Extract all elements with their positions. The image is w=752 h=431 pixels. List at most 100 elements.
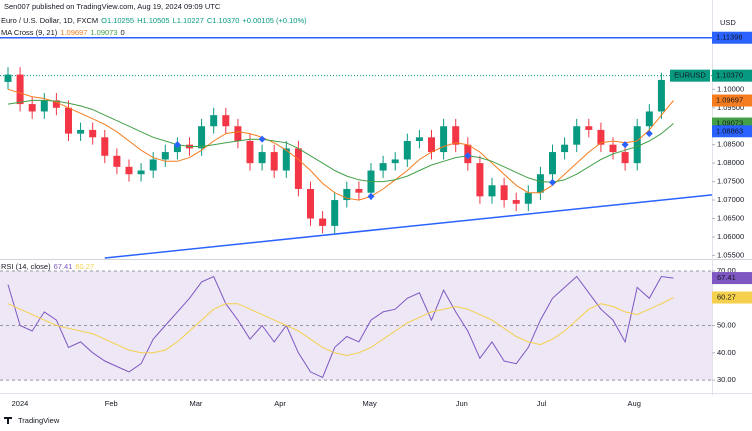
candle-body	[222, 115, 230, 127]
price-label: 1.09073	[716, 119, 743, 128]
ma-cross-marker	[258, 135, 266, 143]
candle-body	[609, 144, 617, 153]
candle-body	[561, 144, 569, 153]
candle-body	[621, 152, 629, 164]
candle-body	[161, 152, 169, 160]
candle-body	[536, 174, 544, 193]
candle-body	[488, 185, 496, 197]
ma-cross-marker	[173, 141, 181, 149]
ohlc-value: C1.10370	[207, 16, 240, 25]
y-tick-label: 1.06500	[717, 213, 744, 222]
symbol-title: Euro / U.S. Dollar, 1D, FXCM	[1, 16, 98, 25]
candle-body	[343, 188, 351, 201]
price-label-box	[712, 125, 752, 138]
candle-body	[379, 163, 387, 171]
indicator-name: RSI (14, close)	[1, 262, 51, 271]
x-tick-label: Jul	[537, 399, 547, 408]
candle-body	[282, 148, 290, 171]
indicator-value: 1.09073	[90, 28, 117, 37]
ma-cross-marker	[621, 141, 629, 149]
candle-body	[452, 126, 460, 145]
candle-body	[549, 152, 557, 175]
candle-body	[89, 129, 97, 138]
price-label: 1.11398	[716, 33, 743, 42]
candle-body	[198, 126, 206, 149]
x-tick-label: Aug	[628, 399, 641, 408]
candle-body	[319, 218, 327, 226]
candle-body	[403, 140, 411, 160]
candle-body	[512, 200, 520, 204]
ma-cross-marker	[549, 178, 557, 186]
candle-body	[40, 100, 48, 112]
y-tick-label: 1.05500	[717, 250, 744, 259]
candle-body	[137, 170, 145, 175]
indicator-name: MA Cross (9, 21)	[1, 28, 58, 37]
x-tick-label: 2024	[12, 399, 29, 408]
currency: USD	[720, 18, 736, 27]
x-tick-label: Feb	[105, 399, 118, 408]
candle-body	[210, 115, 218, 127]
attribution: Sen007 published on TradingView.com, Aug…	[4, 2, 221, 11]
candle-body	[500, 185, 508, 201]
symbol-legend: Euro / U.S. Dollar, 1D, FXCM O1.10255 H1.1…	[1, 16, 307, 25]
ma-cross-marker	[464, 152, 472, 160]
y-tick-label: 50.00	[717, 321, 736, 330]
rsi-label: 60.27	[717, 293, 736, 302]
candle-body	[645, 111, 653, 127]
x-tick-label: Jun	[456, 399, 468, 408]
x-tick-label: Apr	[274, 399, 286, 408]
ohlc-value: L1.10227	[173, 16, 204, 25]
candle-body	[28, 104, 36, 112]
y-tick-label: 1.08500	[717, 140, 744, 149]
y-tick-label: 1.08000	[717, 158, 744, 167]
candle-body	[524, 192, 532, 204]
price-label: 1.08863	[716, 126, 743, 135]
candle-body	[573, 126, 581, 145]
series-line	[7, 88, 674, 201]
y-tick-label: 1.10000	[717, 84, 744, 93]
price-label-box	[712, 94, 752, 107]
ohlc-value: H1.10505	[137, 16, 170, 25]
series-line	[7, 297, 674, 357]
y-tick-label: 1.07000	[717, 195, 744, 204]
ohlc-value: O1.10255	[101, 16, 134, 25]
candle-body	[64, 107, 72, 134]
y-tick-label: 30.00	[717, 375, 736, 384]
y-tick-label: 1.09500	[717, 103, 744, 112]
rsi-legend: RSI (14, close) 67.41 60.27	[1, 262, 94, 271]
candle-body	[585, 126, 593, 130]
indicator-value: 67.41	[54, 262, 73, 271]
candle-body	[597, 129, 605, 145]
candle-body	[440, 126, 448, 153]
candle-body	[101, 137, 109, 156]
y-tick-label: 70.00	[717, 266, 736, 275]
candle-body	[149, 159, 157, 171]
candle-body	[234, 126, 242, 141]
indicator-extra: 0	[121, 28, 125, 37]
ma-cross-marker	[645, 130, 653, 138]
indicator-legend: MA Cross (9, 21) 1.09697 1.09073 0	[1, 28, 125, 37]
candle-body	[633, 126, 641, 164]
candle-body	[657, 79, 665, 112]
candle-body	[16, 74, 24, 105]
candle-body	[77, 129, 85, 134]
rsi-label-box	[712, 291, 752, 304]
x-tick-label: May	[363, 399, 377, 408]
candle-body	[294, 148, 302, 189]
indicator-value: 1.09697	[60, 28, 87, 37]
candle-body	[4, 74, 12, 82]
candle-body	[428, 137, 436, 153]
ma-cross-marker	[367, 192, 375, 200]
candle-body	[355, 188, 363, 193]
price-label: 1.09697	[716, 95, 743, 104]
change-value: +0.00105 (+0.10%)	[242, 16, 307, 25]
logo	[4, 417, 12, 424]
rsi-label: 67.41	[717, 273, 736, 282]
candle-body	[415, 137, 423, 141]
x-tick-label: Mar	[189, 399, 202, 408]
price-tag-box	[670, 69, 710, 82]
series-line	[7, 99, 674, 183]
candle-body	[270, 152, 278, 171]
